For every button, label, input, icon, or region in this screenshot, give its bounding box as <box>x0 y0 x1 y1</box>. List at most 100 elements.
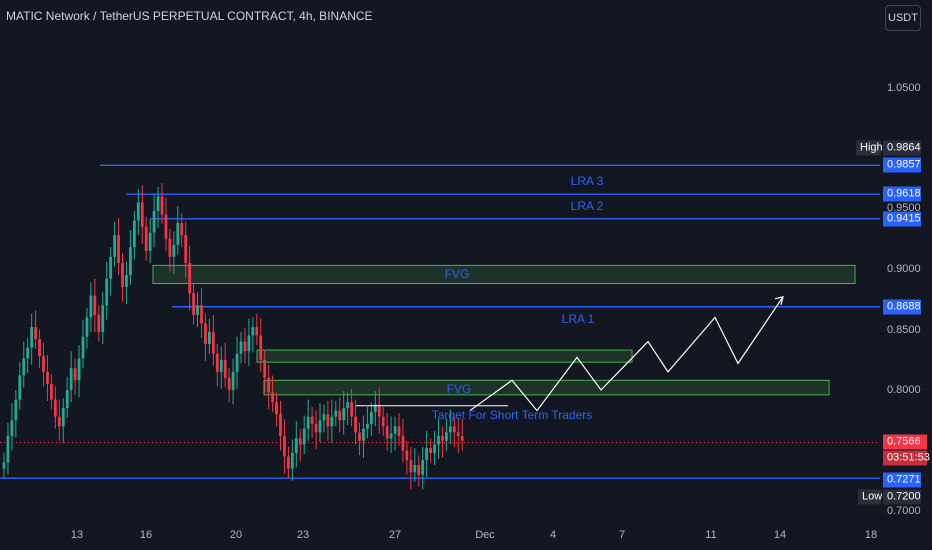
candle-body <box>417 465 421 475</box>
fvg-zones <box>152 264 856 396</box>
candle-body <box>393 426 397 434</box>
candle-body <box>22 358 26 376</box>
candle-body <box>132 220 136 248</box>
candle-body <box>366 423 369 429</box>
candle-body <box>373 404 377 412</box>
candle-body <box>10 420 14 436</box>
candle-body <box>298 438 302 445</box>
candle-body <box>160 196 164 215</box>
candle-body <box>456 432 460 436</box>
level-price-tag: 0.9618 <box>883 186 921 202</box>
candle-body <box>314 423 318 433</box>
candle-body <box>69 368 73 390</box>
candle-body <box>57 416 61 427</box>
candle-body <box>215 353 219 372</box>
candle-body <box>448 426 452 433</box>
candle-body <box>200 305 203 324</box>
candle-body <box>287 456 290 469</box>
candle-body <box>338 410 342 421</box>
candle-body <box>322 414 326 421</box>
candle-body <box>342 408 346 421</box>
level-price-tag: 0.7271 <box>883 472 921 488</box>
candle-body <box>188 262 192 294</box>
candle-body <box>409 460 413 473</box>
candle-body <box>354 416 357 433</box>
candle-body <box>14 399 18 421</box>
high-value: 0.9864 <box>883 140 921 156</box>
x-tick-label: 13 <box>70 529 84 541</box>
candle-body <box>290 452 294 469</box>
lra1-label: LRA 1 <box>561 312 595 326</box>
candle-body <box>101 305 105 332</box>
countdown-tag: 03:51:53 <box>883 450 930 466</box>
candle-body <box>227 377 231 390</box>
candle-body <box>429 448 432 453</box>
fvg-zone <box>263 379 830 396</box>
fvg-upper-label: FVG <box>444 267 470 281</box>
candle-body <box>441 435 444 441</box>
fvg-lower-label: FVG <box>446 382 472 396</box>
candle-body <box>255 327 259 336</box>
candle-body <box>61 408 65 427</box>
y-tick-label: 1.0500 <box>887 82 921 94</box>
candle-body <box>73 368 77 381</box>
candle-body <box>53 399 57 417</box>
candle-body <box>381 416 385 427</box>
candle-body <box>326 414 330 427</box>
projection-path <box>469 296 784 412</box>
lra3-label: LRA 3 <box>570 174 604 188</box>
y-tick-label: 0.8500 <box>887 324 921 336</box>
x-tick-label: 16 <box>139 529 153 541</box>
candle-body <box>460 435 464 441</box>
candle-body <box>283 435 286 457</box>
fvg-zone <box>152 264 856 285</box>
target-label: Target For Short Term Traders <box>431 408 593 422</box>
high-label: High <box>856 140 883 156</box>
level-price-tag: 0.9857 <box>883 157 921 173</box>
candle-body <box>136 202 140 221</box>
candle-body <box>34 327 37 340</box>
x-tick-label: 11 <box>705 529 717 541</box>
candle-body <box>358 432 361 441</box>
candle-body <box>263 359 267 378</box>
candle-body <box>6 435 10 463</box>
candle-body <box>243 341 247 352</box>
candle-body <box>38 339 41 357</box>
candle-body <box>168 238 172 257</box>
candle-body <box>184 235 188 263</box>
low-label: Low <box>858 489 882 505</box>
candle-body <box>267 377 271 393</box>
chart-title: MATIC Network / TetherUS PERPETUAL CONTR… <box>6 9 373 23</box>
candle-body <box>109 256 113 279</box>
candle-body <box>46 371 49 384</box>
currency-button[interactable]: USDT <box>885 5 921 31</box>
candle-body <box>180 223 184 236</box>
candle-body <box>334 410 338 417</box>
candle-body <box>294 438 298 453</box>
candle-body <box>397 426 401 436</box>
y-tick-label: 0.9000 <box>887 263 921 275</box>
candle-body <box>164 214 168 239</box>
candle-body <box>231 371 235 390</box>
candle-body <box>259 335 263 360</box>
x-tick-label: Dec <box>475 529 495 541</box>
candle-body <box>105 278 109 306</box>
level-price-tag: 0.9415 <box>883 211 921 227</box>
y-tick-label: 0.7000 <box>887 505 921 517</box>
y-tick-label: 0.9500 <box>887 202 921 214</box>
candle-body <box>445 432 448 441</box>
candle-body <box>346 402 350 409</box>
candle-body <box>385 426 389 439</box>
candle-body <box>121 262 124 288</box>
candle-body <box>30 327 34 348</box>
projection-arrow-head <box>774 296 784 305</box>
candle-body <box>204 323 207 345</box>
candle-body <box>350 402 353 417</box>
candle-body <box>251 327 255 336</box>
candle-body <box>271 392 274 403</box>
x-tick-label: 23 <box>296 529 310 541</box>
candle-body <box>433 444 436 453</box>
candle-body <box>405 450 409 461</box>
candle-body <box>452 426 456 433</box>
